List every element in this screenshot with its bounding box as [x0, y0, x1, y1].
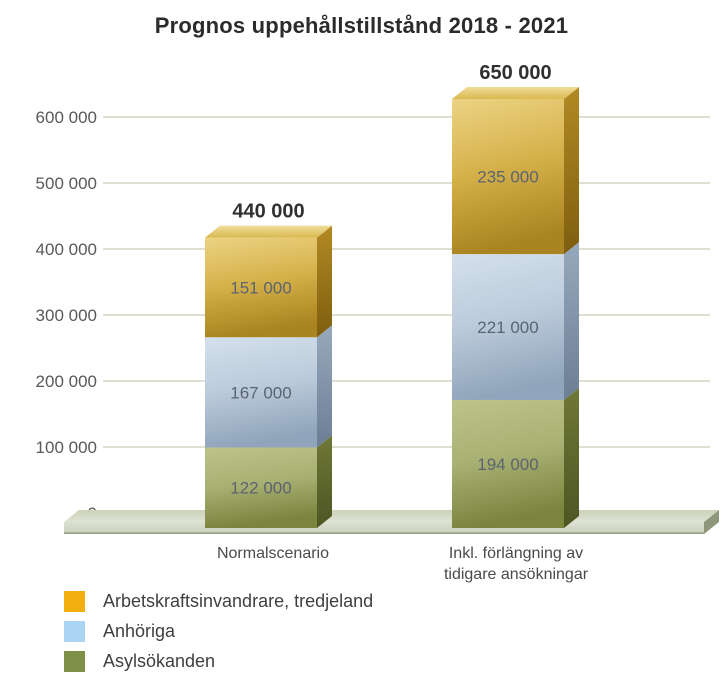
category-label: Normalscenario [217, 545, 329, 562]
legend-label: Arbetskraftsinvandrare, tredjeland [103, 590, 374, 611]
floor-front [64, 522, 704, 534]
segment-front [205, 237, 317, 338]
segment-side [317, 435, 332, 528]
segment-side [317, 225, 332, 338]
category-label: Inkl. förlängning av [449, 545, 583, 562]
legend-item: Anhöriga [64, 616, 373, 646]
segment-value-label: 167 000 [230, 383, 291, 402]
category-label: tidigare ansökningar [444, 566, 589, 583]
floor-top [64, 510, 719, 522]
legend: Arbetskraftsinvandrare, tredjeland Anhör… [64, 586, 373, 676]
y-tick-label: 600 000 [36, 108, 97, 127]
bar-inkl-forlangning [452, 87, 579, 528]
segment-value-label: 235 000 [477, 168, 538, 187]
legend-swatch-gold [64, 590, 85, 612]
y-tick-label: 100 000 [36, 438, 97, 457]
chart-title: Prognos uppehållstillstånd 2018 - 2021 [154, 13, 569, 38]
legend-label: Asylsökanden [103, 650, 216, 671]
legend-swatch-blue [64, 620, 85, 642]
segment-value-label: 151 000 [230, 278, 291, 297]
segment-front [205, 447, 317, 528]
segment-front [452, 254, 564, 400]
segment-side [564, 242, 579, 400]
segment-value-label: 221 000 [477, 318, 538, 337]
segment-side [564, 87, 579, 255]
legend-swatch-green [64, 650, 85, 672]
segment-value-label: 122 000 [230, 479, 291, 498]
segment-top [452, 87, 579, 99]
legend-label: Anhöriga [103, 620, 176, 641]
segment-side [564, 387, 579, 528]
y-tick-label: 400 000 [36, 240, 97, 259]
segment-front [452, 99, 564, 255]
y-tick-label: 200 000 [36, 372, 97, 391]
segment-value-label: 194 000 [477, 455, 538, 474]
segment-front [452, 399, 564, 528]
y-tick-label: 300 000 [36, 306, 97, 325]
segment-top [205, 225, 332, 238]
segment-front [205, 337, 317, 448]
bar-normalscenario [205, 225, 332, 528]
legend-item: Asylsökanden [64, 646, 373, 676]
legend-item: Arbetskraftsinvandrare, tredjeland [64, 586, 373, 616]
y-tick-label: 500 000 [36, 174, 97, 193]
bar-total-label: 650 000 [479, 62, 551, 84]
segment-side [317, 325, 332, 448]
bar-total-label: 440 000 [232, 201, 304, 223]
floor-end [704, 510, 719, 534]
